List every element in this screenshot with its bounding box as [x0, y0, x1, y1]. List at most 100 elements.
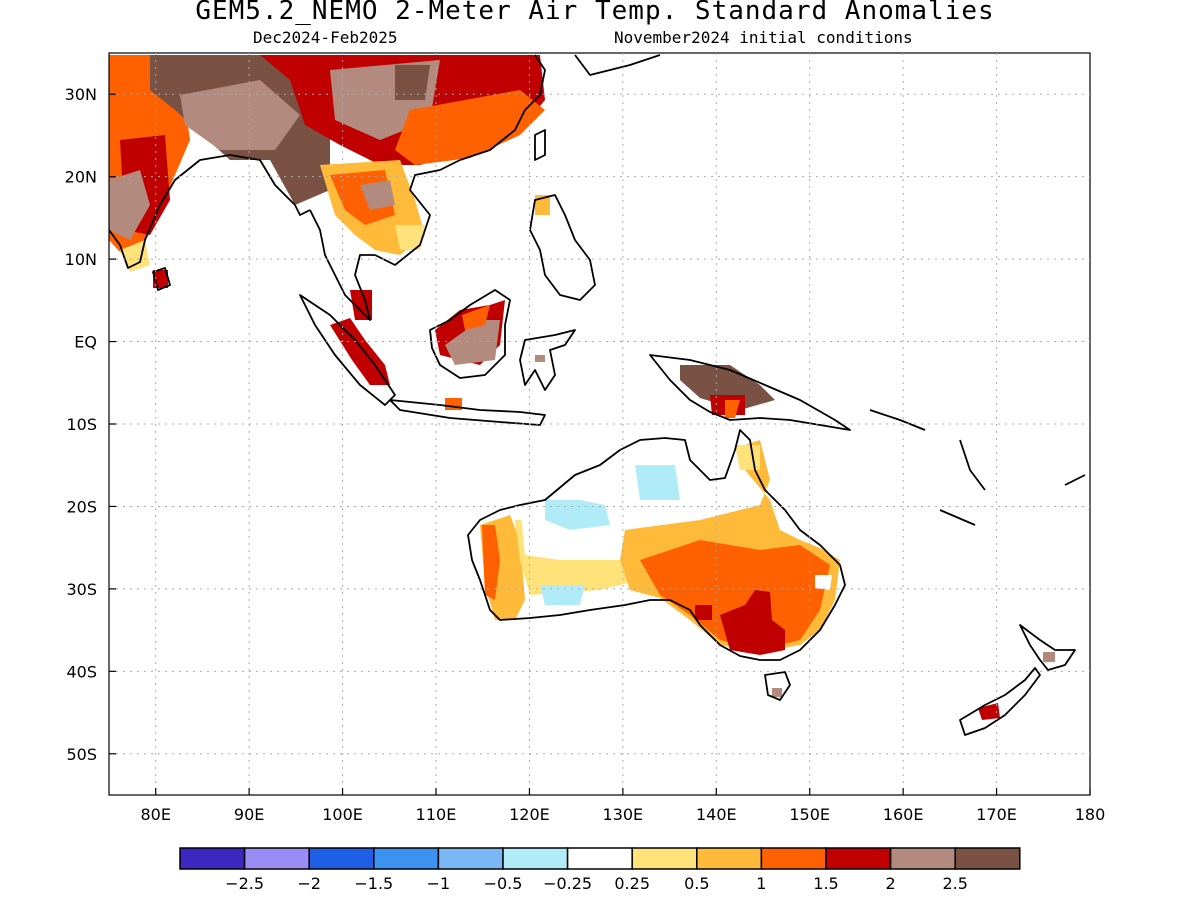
coast-malay-peninsula	[309, 209, 375, 321]
colorbar-swatch	[954, 847, 1021, 870]
lat-tick-label: 30S	[66, 580, 97, 599]
anomaly-sulawesi	[535, 355, 545, 362]
map-subtitle-init: November2024 initial conditions	[614, 28, 913, 47]
anomaly-tibet-light	[180, 80, 300, 150]
lon-tick-label: 160E	[883, 805, 924, 824]
coast-nz-south	[959, 667, 1041, 736]
colorbar-swatch	[566, 847, 633, 870]
map-subtitle-period: Dec2024-Feb2025	[253, 28, 398, 47]
coast-bay-of-bengal	[229, 154, 311, 216]
anomaly-china-orange	[395, 90, 545, 165]
coast-vanuatu	[959, 439, 986, 491]
anomaly-borneo-orange	[462, 305, 490, 330]
colorbar-label: −2.5	[225, 874, 264, 893]
coast-java	[389, 399, 546, 426]
colorbar-swatch	[889, 847, 956, 870]
colorbar-swatch	[179, 847, 246, 870]
colorbar-swatch	[437, 847, 504, 870]
coast-srilanka	[152, 267, 171, 291]
coast-taiwan	[534, 129, 546, 161]
lon-tick-label: 140E	[696, 805, 737, 824]
colorbar-swatch	[696, 847, 763, 870]
anomaly-indochina-brown	[360, 180, 395, 210]
coast-tasmania	[764, 671, 791, 701]
coast-solomons	[869, 409, 926, 431]
coast-borneo	[429, 289, 511, 379]
coast-china	[459, 54, 546, 161]
coast-india	[109, 154, 231, 269]
colorbar-label: 2.5	[942, 874, 967, 893]
lat-tick-label: EQ	[74, 333, 97, 352]
lon-tick-label: 120E	[509, 805, 550, 824]
coast-newguinea	[649, 354, 851, 431]
coastlines	[109, 54, 1086, 736]
anomaly-australia-dark-red	[720, 590, 785, 655]
colorbar-swatch	[631, 847, 698, 870]
anomaly-fields	[109, 55, 1055, 720]
anomaly-tasmania	[772, 688, 782, 697]
coast-nz-north	[1019, 624, 1076, 671]
coast-fiji	[1064, 474, 1086, 486]
lon-tick-label: 80E	[140, 805, 170, 824]
coast-caledonia	[939, 509, 976, 526]
anomaly-nz-south	[978, 703, 1000, 720]
colorbar-label: −2	[297, 874, 321, 893]
colorbar-label: −0.25	[543, 874, 592, 893]
lat-tick-label: 10N	[65, 250, 97, 269]
lat-tick-label: 30N	[65, 85, 97, 104]
colorbar-label: −1	[427, 874, 451, 893]
anomaly-sumatra	[330, 318, 390, 385]
colorbar-swatch	[502, 847, 569, 870]
coast-sulawesi	[519, 329, 576, 391]
colorbar: −2.5 −2 −1.5 −1 −0.5 −0.25 0.25 0.5 1 1.5 2 2.5	[179, 847, 1021, 893]
lat-tick-label: 20S	[66, 497, 97, 516]
anomaly-nz-north	[1043, 652, 1055, 662]
colorbar-label: 1	[756, 874, 766, 893]
colorbar-swatch	[243, 847, 310, 870]
coast-australia	[467, 429, 846, 661]
longitude-ticks: 80E 90E 100E 110E 120E 130E 140E 150E 160E 170E 18…	[140, 788, 1105, 824]
anomaly-australia-cold-3	[540, 585, 585, 605]
colorbar-label: 1.5	[813, 874, 838, 893]
lon-tick-label: 170E	[976, 805, 1017, 824]
lon-tick-label: 110E	[416, 805, 457, 824]
lon-tick-label: 180	[1075, 805, 1106, 824]
anomaly-newguinea-orange	[725, 400, 740, 418]
latitude-ticks: 30N 20N 10N EQ 10S 20S 30S 40S 50S	[65, 85, 116, 764]
colorbar-label: 2	[886, 874, 896, 893]
graticule	[109, 53, 1090, 795]
colorbar-swatch	[760, 847, 827, 870]
anomaly-newguinea-dark	[680, 365, 775, 410]
coast-indochina	[374, 159, 461, 266]
colorbar-label: −1.5	[354, 874, 393, 893]
map-title: GEM5.2_NEMO 2-Meter Air Temp. Standard A…	[195, 0, 995, 26]
anomaly-australia-cold-1	[635, 465, 680, 500]
anomaly-philippines	[535, 195, 550, 215]
anomaly-australia-red-orange	[640, 540, 830, 650]
colorbar-label: 0.5	[684, 874, 709, 893]
anomaly-malaysia	[350, 290, 372, 320]
colorbar-label: 0.25	[614, 874, 650, 893]
coast-japan-korea	[574, 54, 661, 76]
lon-tick-label: 100E	[322, 805, 363, 824]
colorbar-swatch	[308, 847, 375, 870]
anomaly-australia-white-east	[815, 575, 832, 590]
lat-tick-label: 50S	[66, 745, 97, 764]
anomaly-australia-darkred-west	[695, 605, 712, 620]
colorbar-swatch	[373, 847, 440, 870]
anomaly-australia-west-red	[482, 525, 500, 600]
anomaly-borneo-brown	[445, 320, 500, 365]
colorbar-label: −0.5	[484, 874, 523, 893]
lon-tick-label: 130E	[603, 805, 644, 824]
lon-tick-label: 150E	[789, 805, 830, 824]
anomaly-india-brown	[109, 170, 150, 240]
anomaly-indochina-yellow	[395, 225, 425, 250]
lon-tick-label: 90E	[234, 805, 264, 824]
anomaly-australia-north-yellow	[735, 445, 760, 470]
colorbar-swatch	[825, 847, 892, 870]
lat-tick-label: 20N	[65, 168, 97, 187]
coast-philippines	[529, 194, 596, 301]
anomaly-australia-cold-2	[545, 500, 610, 530]
lat-tick-label: 40S	[66, 662, 97, 681]
anomaly-china-dark	[395, 65, 430, 100]
